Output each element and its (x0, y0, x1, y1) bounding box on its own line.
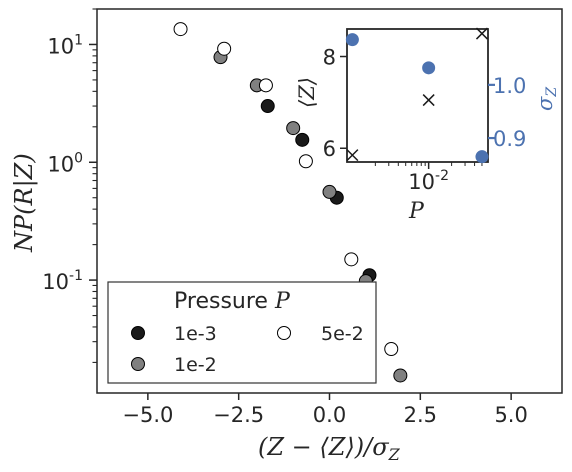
inset-sigma-z-point (345, 33, 359, 47)
y-tick-label: 100 (47, 150, 83, 176)
main-data-points (173, 22, 408, 383)
data-point-5e-2 (217, 41, 232, 56)
inset-right-axis-label: σZ (533, 87, 560, 111)
legend-label-5e-2: 5e-2 (321, 323, 364, 345)
legend-marker-5e-2 (277, 326, 291, 340)
legend: Pressure P 1e-3 1e-2 5e-2 (107, 281, 377, 384)
data-point-5e-2 (173, 22, 188, 37)
data-point-1e-3 (295, 132, 310, 147)
x-tick-label: 0.0 (313, 403, 346, 427)
x-tick-label: −2.5 (213, 403, 264, 427)
inset-x-tick-label: 10-2 (408, 168, 449, 194)
legend-title: Pressure P (174, 289, 291, 314)
x-tick-label: 5.0 (494, 403, 527, 427)
inset-chart: 10-2 8 6 1.0 0.9 P ⟨Z⟩ σZ (295, 27, 560, 224)
inset-mean-z-point (475, 27, 488, 40)
y-tick-label: 101 (47, 32, 83, 58)
x-axis-label: (Z − ⟨Z⟩)/σZ (258, 433, 401, 464)
inset-plot-frame (346, 28, 489, 163)
inset-data-points (345, 27, 489, 164)
inset-x-axis-label: P (408, 199, 425, 224)
legend-marker-1e-2 (131, 357, 145, 371)
y-axis-label: NP(R|Z) (10, 153, 39, 253)
data-point-5e-2 (384, 341, 399, 356)
x-tick-label: 2.5 (404, 403, 437, 427)
legend-frame (107, 281, 377, 384)
data-point-1e-2 (322, 184, 337, 199)
data-point-5e-2 (298, 154, 313, 169)
inset-sigma-z-point (422, 61, 436, 75)
main-axis-ticks: −5.0 −2.5 0.0 2.5 5.0 101 100 10-1 (42, 8, 528, 427)
y-tick-label: 10-1 (42, 268, 83, 294)
inset-right-tick-label: 0.9 (493, 127, 526, 151)
data-point-5e-2 (258, 78, 273, 93)
inset-left-axis-label: ⟨Z⟩ (295, 77, 319, 108)
x-tick-label: −5.0 (122, 403, 173, 427)
data-point-1e-2 (286, 121, 301, 136)
data-point-1e-3 (260, 99, 275, 114)
inset-mean-z-point (422, 94, 435, 107)
legend-marker-1e-3 (131, 326, 145, 340)
data-point-5e-2 (344, 252, 359, 267)
inset-left-tick-label: 6 (323, 137, 336, 161)
legend-label-1e-2: 1e-2 (174, 354, 217, 376)
inset-axis-ticks: 10-2 8 6 1.0 0.9 (323, 46, 527, 194)
legend-label-1e-3: 1e-3 (174, 323, 217, 345)
data-point-1e-2 (393, 368, 408, 383)
inset-sigma-z-point (475, 150, 489, 164)
inset-right-tick-label: 1.0 (493, 74, 526, 98)
inset-left-tick-label: 8 (323, 46, 336, 70)
inset-mean-z-point (346, 149, 359, 162)
